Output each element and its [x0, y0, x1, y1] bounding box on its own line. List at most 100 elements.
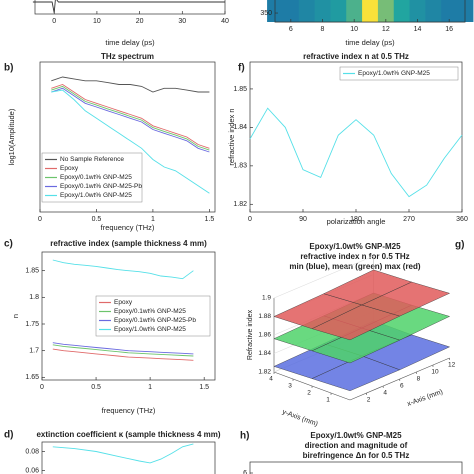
chart-title: refractive index (sample thickness 4 mm): [50, 239, 207, 248]
chart-title: Epoxy/1.0wt% GNP-M25: [309, 242, 401, 251]
series-line: [52, 348, 194, 361]
legend-box: [41, 152, 143, 203]
x-tick-label: 180: [350, 216, 362, 223]
heat-cell: [330, 0, 347, 22]
heat-cell: [314, 0, 331, 22]
grid-line: [273, 255, 374, 299]
x-tick-label: 10: [93, 18, 101, 25]
series-line: [51, 87, 210, 153]
panel-label: h): [240, 431, 249, 442]
z-tick-label: 1.9: [262, 295, 271, 302]
x-tick-label: 6: [400, 383, 404, 390]
series-line: [32, 0, 225, 13]
y-tick-label: 6: [243, 470, 247, 474]
x-tick-label: 10: [431, 369, 439, 376]
chart-title: THz spectrum: [101, 52, 154, 61]
z-tick-label: 1.82: [258, 369, 271, 376]
plot-frame: [249, 461, 463, 474]
x-tick-label: 0.5: [91, 384, 101, 391]
x-tick-label: 30: [178, 18, 186, 25]
x-tick-label: 2: [367, 397, 371, 404]
surface-cell: [323, 269, 413, 306]
x-axis-label: frequency (THz): [101, 223, 155, 232]
legend-box: [95, 295, 211, 337]
x-axis-label: polarization angle: [327, 217, 386, 226]
y-axis-label: log10(Amplitude): [7, 108, 16, 165]
legend-label: Epoxy/1.0wt% GNP-M25: [358, 70, 430, 77]
plot-frame: [274, 0, 466, 23]
chart-title: Epoxy/1.0wt% GNP-M25: [310, 431, 402, 440]
heat-cell: [441, 0, 458, 22]
y-tick-label: 2: [307, 390, 311, 397]
x-tick-label: 4: [383, 390, 387, 397]
legend-label: Epoxy/0.1wt% GNP-M25: [114, 308, 186, 315]
series-line: [52, 259, 194, 280]
heat-cell: [282, 0, 300, 22]
y-axis-label: n: [11, 314, 20, 318]
panel-label: c): [4, 239, 13, 250]
y-axis-label: refractive index n: [227, 108, 236, 165]
panel-label: g): [455, 240, 464, 251]
heat-cell: [298, 0, 316, 22]
x-tick-label: 14: [414, 26, 422, 33]
chart-title: refractive index n at 0.5 THz: [303, 52, 409, 61]
x-tick-label: 20: [136, 18, 144, 25]
y-tick-label: 1.82: [233, 201, 247, 208]
y-tick-label: 350: [260, 10, 272, 17]
x-tick-label: 1.5: [204, 216, 214, 223]
heat-cell: [377, 0, 395, 22]
series-line: [52, 342, 194, 355]
legend-label: Epoxy/0.1wt% GNP-M25: [60, 174, 132, 181]
plot-frame: [41, 441, 216, 474]
x-tick-label: 1: [151, 216, 155, 223]
chart-title: extinction coefficient κ (sample thickne…: [36, 430, 220, 439]
y-tick-label: 0.06: [25, 467, 39, 474]
z-tick-label: 1.86: [258, 332, 271, 339]
legend-label: Epoxy/1.0wt% GNP-M25: [60, 192, 132, 199]
chart-title: refractive index n for 0.5 THz: [300, 252, 409, 261]
x-tick-label: 16: [445, 26, 453, 33]
plot-frame: [249, 61, 463, 213]
series-line: [51, 76, 210, 93]
legend-label: Epoxy/1.0wt% GNP-M25: [114, 326, 186, 333]
chart-title: min (blue), mean (green) max (red): [289, 262, 420, 271]
x-tick-label: 90: [299, 216, 307, 223]
y-axis-label: y-Axis (mm): [281, 409, 318, 428]
z-tick-label: 1.88: [258, 313, 271, 320]
x-axis-label: time delay (ps): [345, 38, 395, 47]
legend-label: Epoxy/0.1wt% GNP-M25-Pb: [114, 317, 196, 324]
x-tick-label: 10: [350, 26, 358, 33]
z-axis-label: Refractive index: [247, 309, 254, 360]
x-tick-label: 360: [456, 216, 468, 223]
series-line: [52, 443, 194, 464]
y-tick-label: 1.7: [29, 348, 39, 355]
legend-label: Epoxy: [114, 299, 133, 306]
x-tick-label: 0: [52, 18, 56, 25]
z-tick-label: 1.84: [258, 350, 271, 357]
legend-label: Epoxy: [60, 165, 79, 172]
heat-cell: [393, 0, 411, 22]
x-tick-label: 0: [40, 384, 44, 391]
chart-title: direction and magnitude of: [305, 441, 408, 450]
chart-title: birefringence Δn for 0.5 THz: [303, 451, 410, 460]
y-tick-label: 1.65: [25, 374, 39, 381]
x-tick-label: 8: [321, 26, 325, 33]
x-tick-label: 12: [448, 362, 456, 369]
legend-label: Epoxy/0.1wt% GNP-M25-Pb: [60, 183, 142, 190]
y-tick-label: 1.8: [29, 294, 39, 301]
y-tick-label: 0.08: [25, 448, 39, 455]
series-line: [51, 84, 210, 149]
x-axis-label: x-Axis (mm): [406, 389, 443, 408]
x-tick-label: 40: [221, 18, 229, 25]
panel-label: d): [4, 430, 13, 441]
series-line: [249, 107, 463, 198]
y-tick-label: 1.83: [233, 163, 247, 170]
heat-cell: [409, 0, 426, 22]
y-tick-label: 4: [269, 376, 273, 383]
panel-label: f): [238, 63, 245, 74]
y-tick-label: 1.85: [233, 86, 247, 93]
x-axis-label: time delay (ps): [105, 38, 155, 47]
x-tick-label: 0.5: [92, 216, 102, 223]
x-tick-label: 8: [417, 376, 421, 383]
